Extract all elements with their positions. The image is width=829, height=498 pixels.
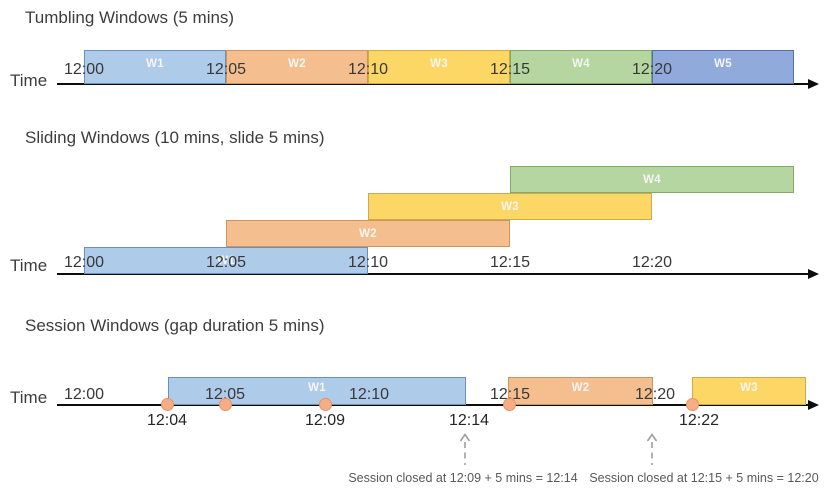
tumbling-window-w4: W4 [510, 50, 652, 84]
tumbling-time-axis-label: Time [10, 71, 48, 90]
session-tick-1200: 12:00 [63, 386, 105, 403]
sliding-window-w2: W2 [226, 220, 510, 247]
session-tick-1215: 12:15 [489, 386, 531, 403]
sliding-tick-1215: 12:15 [489, 254, 531, 271]
tumbling-tick-1200: 12:00 [63, 61, 105, 78]
session-time-axis [57, 404, 808, 406]
session-close-annotation-1: Session closed at 12:09 + 5 mins = 12:14 [348, 471, 578, 485]
session-section-title: Session Windows (gap duration 5 mins) [25, 316, 325, 335]
tumbling-window-w2: W2 [226, 50, 368, 84]
tumbling-tick-1210: 12:10 [347, 61, 389, 78]
tumbling-window-w1-label: W1 [146, 57, 164, 70]
sliding-time-axis-label: Time [10, 256, 48, 275]
session-window-w3-label: W3 [740, 382, 758, 394]
session-time-axis-label: Time [10, 388, 48, 407]
sliding-time-axis [57, 273, 808, 275]
event-dot-1205 [219, 398, 232, 411]
session-tick-1210: 12:10 [348, 386, 390, 403]
session-window-w1: W1 [168, 377, 466, 405]
sliding-tick-1220: 12:20 [631, 254, 673, 271]
session-event-label-1204: 12:04 [146, 412, 188, 429]
tumbling-window-w1: W1 [84, 50, 226, 84]
session-tick-1205: 12:05 [204, 386, 246, 403]
sliding-window-w4-label: W4 [643, 173, 661, 186]
sliding-window-w3: W3 [368, 193, 652, 220]
tumbling-window-w3: W3 [368, 50, 510, 84]
sliding-window-w1-label: W1 [217, 254, 235, 267]
sliding-tick-1210: 12:10 [347, 254, 389, 271]
sliding-section-title: Sliding Windows (10 mins, slide 5 mins) [25, 128, 325, 147]
tumbling-window-w4-label: W4 [572, 57, 590, 70]
tumbling-section-title: Tumbling Windows (5 mins) [25, 8, 235, 27]
session-close-annotation-2: Session closed at 12:15 + 5 mins = 12:20 [589, 471, 819, 485]
event-dot-1215 [503, 398, 516, 411]
sliding-window-w2-label: W2 [359, 227, 377, 240]
session-window-w3: W3 [692, 377, 806, 405]
tumbling-tick-1215: 12:15 [489, 61, 531, 78]
event-dot-1221 [686, 398, 699, 411]
tumbling-window-w5: W5 [652, 50, 794, 84]
sliding-axis-arrowhead-icon [808, 269, 819, 279]
session-window-w2-label: W2 [571, 382, 590, 394]
sliding-window-w3-label: W3 [501, 200, 519, 213]
session-window-w2: W2 [508, 377, 653, 405]
tumbling-window-w2-label: W2 [288, 57, 306, 70]
session-tick-1220: 12:20 [634, 386, 676, 403]
sliding-tick-1200: 12:00 [63, 254, 105, 271]
event-dot-1209 [319, 398, 332, 411]
session-close-arrow-icon-2 [646, 433, 658, 465]
session-axis-arrowhead-icon [808, 400, 819, 410]
sliding-window-w4: W4 [510, 166, 794, 193]
session-event-label-1209: 12:09 [304, 412, 346, 429]
session-close-arrow-icon-1 [459, 433, 471, 465]
tumbling-window-w5-label: W5 [714, 57, 732, 70]
tumbling-window-w3-label: W3 [430, 57, 448, 70]
sliding-window-w1: W1 [84, 247, 368, 274]
session-event-label-1222: 12:22 [678, 412, 720, 429]
tumbling-time-axis [57, 83, 808, 85]
session-event-label-1214: 12:14 [448, 412, 490, 429]
tumbling-tick-1205: 12:05 [205, 61, 247, 78]
session-window-w1-label: W1 [308, 382, 326, 394]
tumbling-tick-1220: 12:20 [631, 61, 673, 78]
event-dot-1204 [161, 398, 174, 411]
sliding-tick-1205: 12:05 [205, 254, 247, 271]
tumbling-axis-arrowhead-icon [808, 79, 819, 89]
